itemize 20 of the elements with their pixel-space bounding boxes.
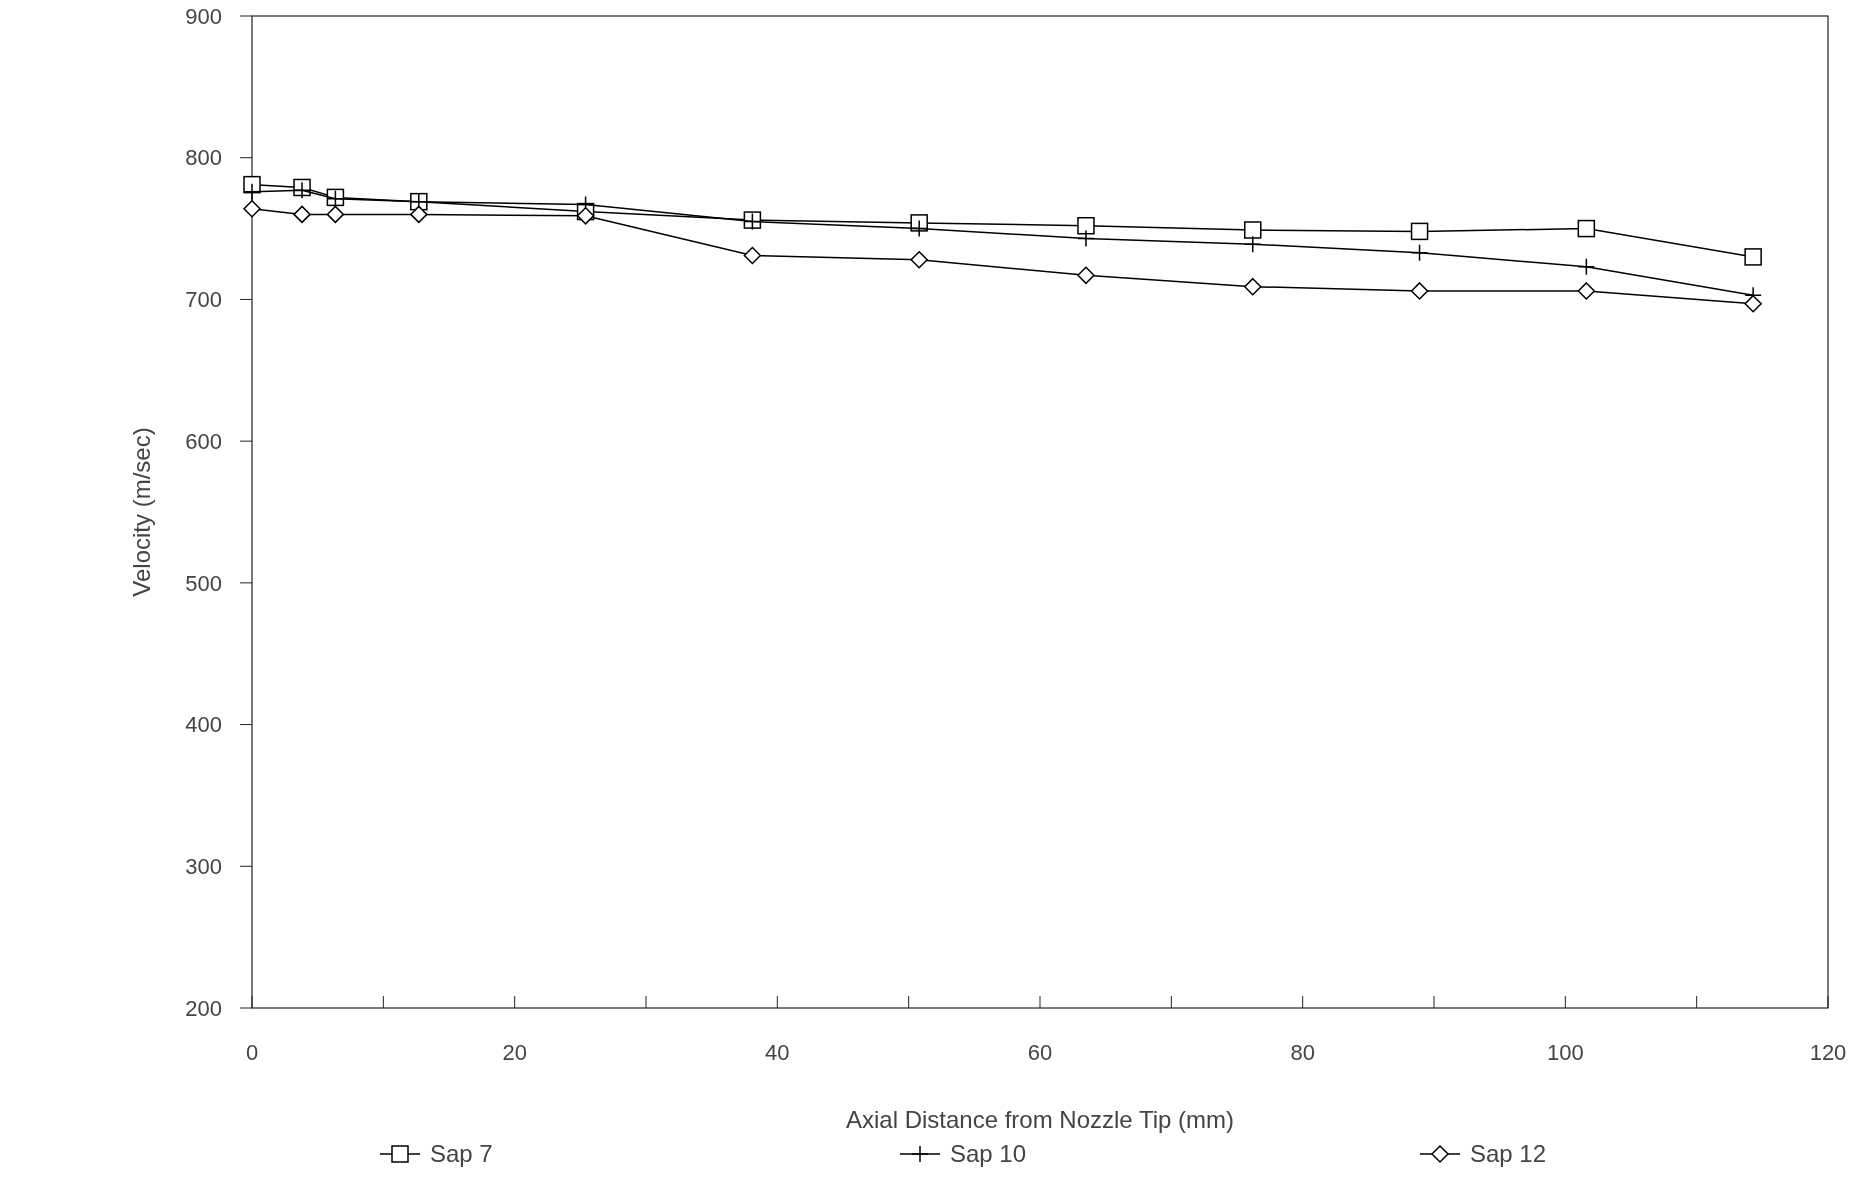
y-tick-label: 700 (185, 287, 222, 313)
y-tick-label: 600 (185, 428, 222, 454)
y-tick-label: 200 (185, 995, 222, 1021)
y-axis-title: Velocity (m/sec) (128, 427, 155, 597)
y-tick-label: 300 (185, 853, 222, 879)
y-tick-label: 900 (185, 3, 222, 29)
legend-label: Sap 7 (430, 1140, 493, 1167)
x-tick-label: 120 (1809, 1040, 1847, 1065)
x-tick-label: 40 (765, 1040, 790, 1065)
x-tick-label: 0 (245, 1040, 259, 1065)
legend-label: Sap 10 (950, 1140, 1027, 1167)
x-axis-title: Axial Distance from Nozzle Tip (mm) (845, 1106, 1235, 1133)
x-tick-label: 20 (502, 1040, 527, 1065)
legend-label: Sap 12 (1470, 1140, 1547, 1167)
y-tick-label: 400 (185, 712, 222, 738)
x-tick-label: 100 (1546, 1040, 1584, 1065)
y-tick-label: 500 (185, 570, 222, 596)
x-tick-label: 80 (1290, 1040, 1315, 1065)
x-tick-label: 60 (1027, 1040, 1053, 1065)
y-tick-label: 800 (185, 145, 222, 171)
